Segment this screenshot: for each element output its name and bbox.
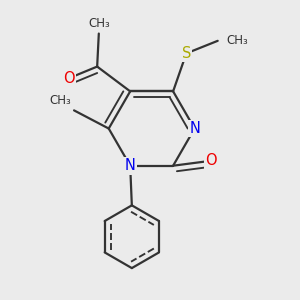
Text: CH₃: CH₃ <box>88 17 110 30</box>
Text: CH₃: CH₃ <box>49 94 71 107</box>
Text: O: O <box>63 70 75 86</box>
Text: N: N <box>189 121 200 136</box>
Text: O: O <box>205 153 217 168</box>
Text: N: N <box>125 158 136 173</box>
Text: CH₃: CH₃ <box>226 34 248 47</box>
Text: S: S <box>182 46 191 61</box>
